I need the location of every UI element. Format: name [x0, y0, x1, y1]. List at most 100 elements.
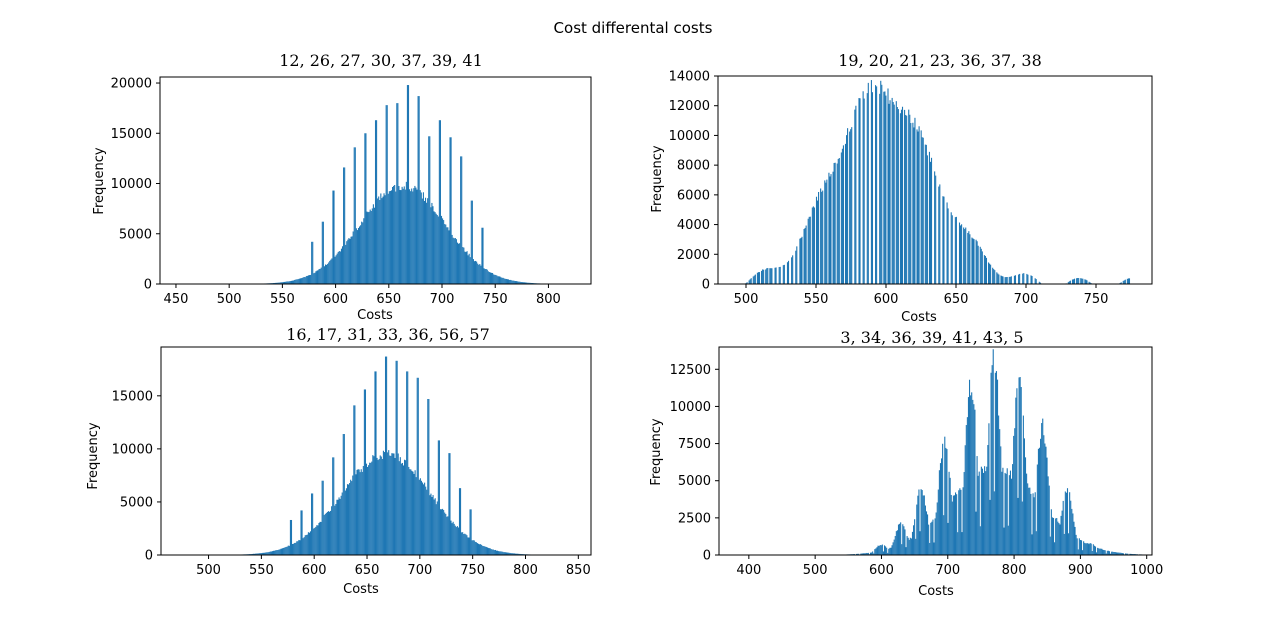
- histogram-bar: [1126, 553, 1128, 555]
- histogram-bar: [982, 472, 985, 555]
- histogram-bar: [964, 445, 966, 555]
- histogram-bar: [377, 460, 379, 555]
- histogram-bar: [285, 546, 287, 555]
- histogram-bar: [511, 553, 513, 555]
- histogram-bar: [1042, 418, 1044, 555]
- histogram-bar: [1073, 521, 1075, 555]
- histogram-bar: [1111, 551, 1113, 555]
- histogram-bar: [337, 499, 339, 555]
- histogram-bar: [288, 545, 290, 555]
- histogram-bar: [891, 97, 893, 284]
- histogram-bar: [482, 545, 484, 555]
- histogram-bar: [449, 137, 451, 284]
- histogram-bar: [1038, 447, 1041, 555]
- panel-4-title: 3, 34, 36, 39, 41, 43, 5: [840, 328, 1023, 347]
- histogram-bar: [1096, 552, 1098, 555]
- x-tick-label: 800: [1002, 563, 1027, 578]
- histogram-bar: [323, 266, 325, 284]
- panel-2-axes-frame: [717, 75, 1153, 285]
- histogram-bar: [313, 273, 315, 284]
- histogram-bar: [436, 214, 438, 284]
- histogram-bar: [483, 268, 485, 284]
- histogram-bar: [310, 274, 312, 284]
- histogram-panel-1: 12, 26, 27, 30, 37, 39, 41 450 500 550 600 6…: [92, 51, 592, 323]
- histogram-bar: [298, 278, 300, 284]
- histogram-bar: [866, 553, 868, 555]
- histogram-bar: [929, 161, 932, 284]
- histogram-bar: [1074, 278, 1076, 284]
- histogram-bar: [990, 264, 992, 284]
- histogram-bar: [787, 260, 790, 284]
- histogram-bar: [386, 105, 388, 284]
- histogram-bar: [445, 224, 447, 284]
- histogram-bar: [813, 207, 815, 284]
- histogram-bar: [1008, 276, 1010, 284]
- histogram-bar: [920, 489, 922, 555]
- histogram-bar: [971, 237, 973, 284]
- histogram-bar: [394, 184, 396, 284]
- histogram-bar: [296, 279, 298, 284]
- histogram-bar: [297, 279, 299, 284]
- histogram-bar: [295, 542, 297, 555]
- panel-1-bars: [213, 85, 581, 285]
- histogram-bar: [351, 236, 353, 284]
- histogram-bar: [976, 456, 978, 555]
- histogram-bar: [855, 105, 857, 284]
- histogram-bar: [934, 518, 936, 555]
- histogram-bar: [799, 238, 801, 284]
- histogram-bar: [928, 151, 931, 284]
- histogram-bar: [824, 180, 826, 284]
- histogram-bar: [509, 279, 511, 284]
- histogram-bar: [1003, 527, 1005, 555]
- histogram-bar: [340, 495, 342, 555]
- histogram-bar: [771, 268, 773, 284]
- histogram-bar: [334, 505, 336, 555]
- histogram-bar: [260, 553, 262, 555]
- histogram-bar: [767, 267, 769, 284]
- histogram-bar: [321, 480, 323, 555]
- histogram-bar: [452, 237, 454, 284]
- histogram-bar: [442, 508, 444, 555]
- histogram-bar: [496, 275, 498, 284]
- histogram-bar: [950, 212, 952, 284]
- histogram-bar: [368, 211, 370, 284]
- y-tick-label: 6000: [677, 188, 710, 203]
- panel-4-y-ticks: 0 2500 5000 7500 10000 12500: [670, 363, 719, 564]
- histogram-bar: [890, 547, 892, 555]
- histogram-bar: [326, 264, 328, 284]
- histogram-bar: [948, 471, 950, 555]
- histogram-bar: [1102, 549, 1104, 555]
- histogram-bar: [438, 440, 440, 555]
- histogram-bar: [1085, 543, 1087, 555]
- histogram-bar: [818, 191, 820, 284]
- histogram-bar: [264, 552, 266, 555]
- histogram-bar: [295, 279, 297, 284]
- histogram-bar: [1014, 275, 1017, 284]
- histogram-bar: [1010, 478, 1013, 555]
- histogram-bar: [1082, 550, 1084, 555]
- histogram-bar: [457, 243, 460, 284]
- histogram-bar: [1037, 448, 1039, 555]
- histogram-bar: [314, 527, 316, 555]
- histogram-bar: [351, 481, 353, 555]
- histogram-bar: [331, 258, 333, 284]
- histogram-bar: [1127, 278, 1129, 284]
- histogram-bar: [1077, 549, 1079, 555]
- histogram-bar: [1084, 542, 1086, 555]
- x-tick-label: 850: [566, 563, 591, 578]
- histogram-bar: [1013, 435, 1015, 555]
- y-tick-label: 12500: [670, 363, 711, 378]
- histogram-bar: [967, 397, 970, 555]
- histogram-bar: [290, 519, 293, 555]
- histogram-bar: [978, 471, 980, 555]
- histogram-bar: [959, 488, 961, 555]
- histogram-bar: [795, 250, 797, 284]
- histogram-bar: [779, 266, 781, 284]
- histogram-bar: [877, 545, 879, 555]
- histogram-bar: [1118, 552, 1120, 555]
- histogram-bar: [488, 548, 490, 555]
- histogram-bar: [957, 532, 959, 555]
- histogram-bar: [492, 549, 494, 555]
- histogram-bar: [976, 241, 978, 284]
- histogram-bar: [273, 282, 275, 284]
